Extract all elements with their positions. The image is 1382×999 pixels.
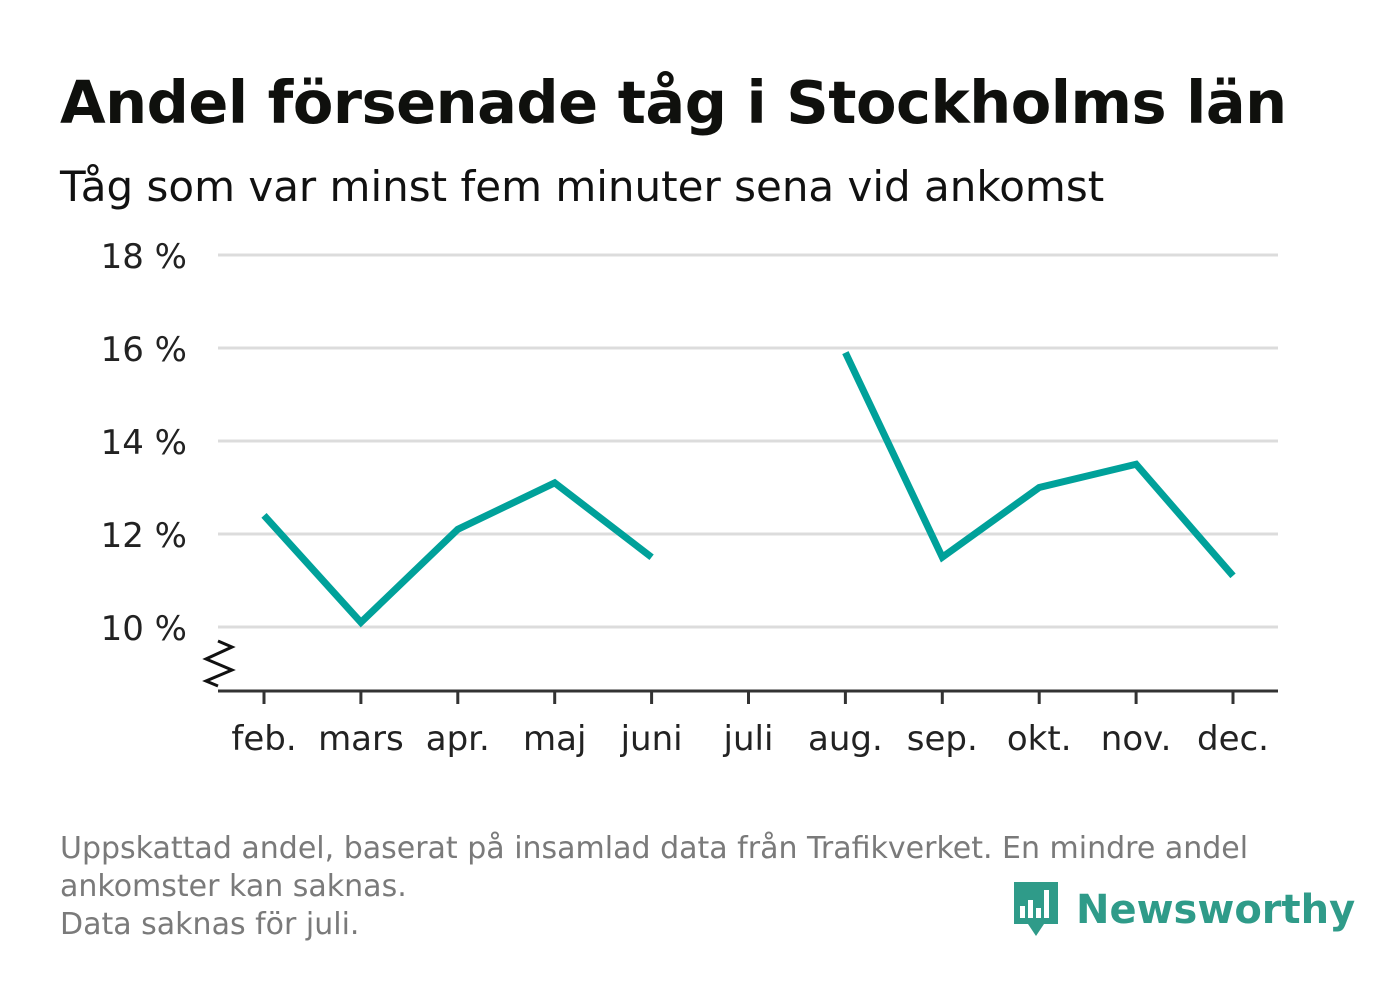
footnote-line-3: Data saknas för juli. (60, 907, 360, 942)
brand-name: Newsworthy (1076, 887, 1356, 933)
x-tick-label: apr. (426, 719, 490, 759)
series-line-segment (842, 351, 1236, 579)
y-tick-label: 18 % (101, 237, 187, 277)
y-tick-label: 16 % (101, 330, 187, 370)
x-tick-label: okt. (1007, 719, 1072, 759)
y-axis-labels: 10 % 12 % 14 % 16 % 18 % (101, 237, 187, 649)
x-tick-label: dec. (1197, 719, 1269, 759)
series-line-segment (261, 478, 654, 628)
x-tick-label: feb. (231, 719, 296, 759)
line-chart: 10 % 12 % 14 % 16 % 18 % feb. mars apr. maj juni… (101, 237, 1278, 759)
footnote: Uppskattad andel, baserat på insamlad da… (60, 830, 1320, 944)
chart-title: Andel försenade tåg i Stockholms län (60, 68, 1287, 137)
newsworthy-logo: Newsworthy (1012, 880, 1355, 940)
y-tick-label: 10 % (101, 609, 187, 649)
x-tick-label: nov. (1101, 719, 1172, 759)
y-tick-label: 14 % (101, 423, 187, 463)
chart-subtitle: Tåg som var minst fem minuter sena vid a… (60, 162, 1105, 211)
x-tick-label: juli (723, 719, 774, 759)
axis-break-marker (202, 639, 236, 688)
x-tick-label: juni (620, 719, 683, 759)
footnote-line-1: Uppskattad andel, baserat på insamlad da… (60, 831, 1249, 866)
x-tick-label: mars (318, 719, 404, 759)
bar-chart-speech-icon (1014, 882, 1058, 936)
footnote-line-2: ankomster kan saknas. (60, 869, 407, 904)
series-lines (261, 351, 1236, 628)
x-tick-label: maj (523, 719, 586, 759)
x-tick-label: aug. (808, 719, 883, 759)
x-axis: feb. mars apr. maj juni juli aug. sep. okt. nov. d… (202, 639, 1278, 759)
y-tick-label: 12 % (101, 516, 187, 556)
gridlines (218, 253, 1278, 629)
x-tick-label: sep. (907, 719, 978, 759)
